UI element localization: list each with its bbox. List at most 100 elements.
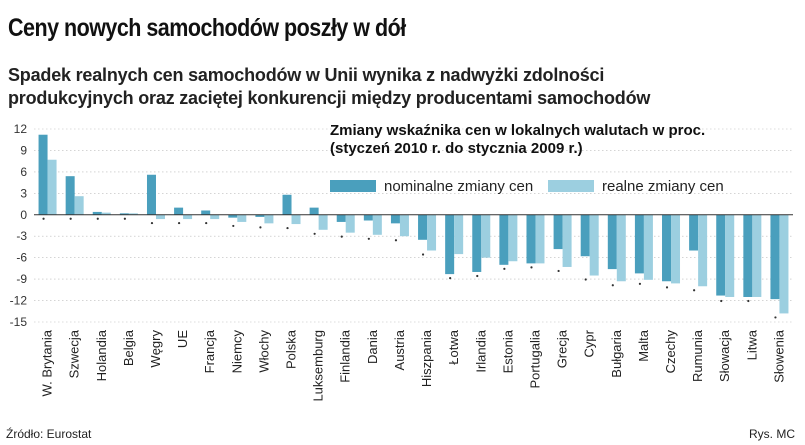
legend-swatch-nominal — [330, 180, 376, 192]
bar-real — [454, 214, 464, 255]
x-category-label: Litwa — [744, 329, 759, 360]
bar-real — [508, 214, 518, 262]
bar-real — [535, 214, 545, 264]
bar-marker — [693, 289, 696, 292]
legend-label-nominal: nominalne zmiany cen — [384, 177, 534, 195]
bar-real — [291, 214, 301, 225]
bar-marker — [150, 221, 154, 225]
y-tick-label: -15 — [10, 315, 28, 329]
bar-nominal — [38, 134, 48, 215]
bar-marker — [476, 274, 479, 278]
y-tick-label: 6 — [20, 165, 27, 179]
bar-marker — [259, 226, 262, 229]
bar-nominal — [92, 211, 102, 215]
bar-real — [372, 214, 382, 235]
x-category-label: Polska — [284, 329, 299, 369]
bar-marker — [177, 221, 181, 225]
bar-real — [698, 214, 708, 287]
bar-real — [643, 214, 653, 280]
chart-title: Ceny nowych samochodów poszły w dół — [8, 14, 406, 42]
bar-real — [779, 214, 789, 314]
caption-line-2: (styczeń 2010 r. do stycznia 2009 r.) — [330, 140, 583, 157]
x-category-label: Słowacja — [717, 329, 732, 382]
bar-real — [399, 214, 409, 237]
bar-nominal — [146, 174, 156, 215]
x-category-label: Irlandia — [473, 329, 488, 372]
legend-nominal: nominalne zmiany cen — [330, 177, 534, 195]
bar-nominal — [472, 214, 482, 272]
bar-marker — [205, 221, 208, 225]
x-category-label: Niemcy — [229, 330, 244, 374]
bar-real — [318, 214, 328, 230]
x-category-label: Szwecja — [67, 329, 82, 378]
bar-nominal — [662, 214, 672, 282]
bar-marker — [42, 217, 45, 220]
bar-nominal — [119, 213, 129, 215]
bar-real — [725, 214, 735, 297]
source-note: Źródło: Eurostat — [6, 427, 92, 441]
bar-nominal — [255, 214, 265, 217]
credit-note: Rys. MC — [749, 427, 795, 441]
bar-marker — [123, 217, 126, 220]
bar-nominal — [770, 214, 780, 300]
y-tick-label: 12 — [14, 122, 28, 136]
bar-real — [481, 214, 491, 258]
x-category-label: Cypr — [582, 329, 597, 357]
bar-nominal — [526, 214, 536, 264]
x-category-label: W. Brytania — [40, 329, 55, 396]
bar-marker — [584, 278, 587, 281]
bar-marker — [421, 253, 425, 256]
y-tick-label: -6 — [16, 251, 27, 265]
bar-nominal — [336, 214, 346, 222]
bar-marker — [340, 235, 343, 238]
caption-line-1: Zmiany wskaźnika cen w lokalnych walutac… — [330, 122, 706, 139]
y-tick-label: 9 — [20, 143, 27, 157]
x-category-label: Słowenia — [771, 329, 786, 383]
x-category-label: Rumunia — [690, 329, 705, 382]
bar-marker — [394, 239, 398, 242]
bar-real — [47, 159, 57, 215]
bar-nominal — [634, 214, 644, 274]
bar-nominal — [689, 214, 699, 251]
bar-real — [752, 214, 762, 297]
x-category-label: Węgry — [148, 330, 163, 368]
bar-nominal — [282, 194, 292, 215]
y-tick-label: 0 — [20, 208, 27, 222]
x-category-label: Holandia — [94, 329, 109, 381]
x-category-label: Grecja — [555, 329, 570, 368]
bar-nominal — [499, 214, 509, 265]
bar-marker — [232, 224, 235, 228]
bar-real — [345, 214, 355, 233]
bar-real — [237, 214, 247, 222]
bar-nominal — [65, 176, 75, 215]
legend-real: realne zmiany cen — [548, 178, 724, 195]
bar-real — [155, 214, 165, 220]
y-tick-label: -3 — [16, 229, 27, 243]
bar-marker — [503, 267, 506, 270]
bar-real — [562, 214, 572, 267]
bar-nominal — [580, 214, 590, 257]
bar-marker — [638, 282, 642, 285]
bar-nominal — [309, 207, 319, 215]
bar-real — [589, 214, 599, 276]
bar-marker — [557, 269, 560, 273]
bar-marker — [367, 237, 370, 240]
bar-marker — [313, 232, 316, 235]
chart-subtitle: Spadek realnych cen samochodów w Unii wy… — [8, 64, 798, 110]
bar-nominal — [418, 214, 428, 240]
bar-nominal — [201, 210, 211, 215]
x-category-label: Włochy — [256, 330, 271, 373]
bar-nominal — [174, 207, 184, 215]
subtitle-line-2: produkcyjnych oraz zaciętej konkurencji … — [8, 88, 651, 108]
x-category-label: Portugalia — [527, 329, 542, 388]
bar-nominal — [390, 214, 400, 224]
bar-real — [264, 214, 274, 224]
x-category-label: Francja — [202, 329, 217, 373]
x-category-label: Estonia — [500, 329, 515, 373]
bar-real — [671, 214, 681, 284]
x-category-label: Belgia — [121, 329, 136, 366]
bar-marker — [449, 277, 452, 280]
bar-nominal — [363, 214, 373, 221]
bar-real — [101, 212, 111, 215]
x-category-label: Finlandia — [338, 329, 353, 383]
